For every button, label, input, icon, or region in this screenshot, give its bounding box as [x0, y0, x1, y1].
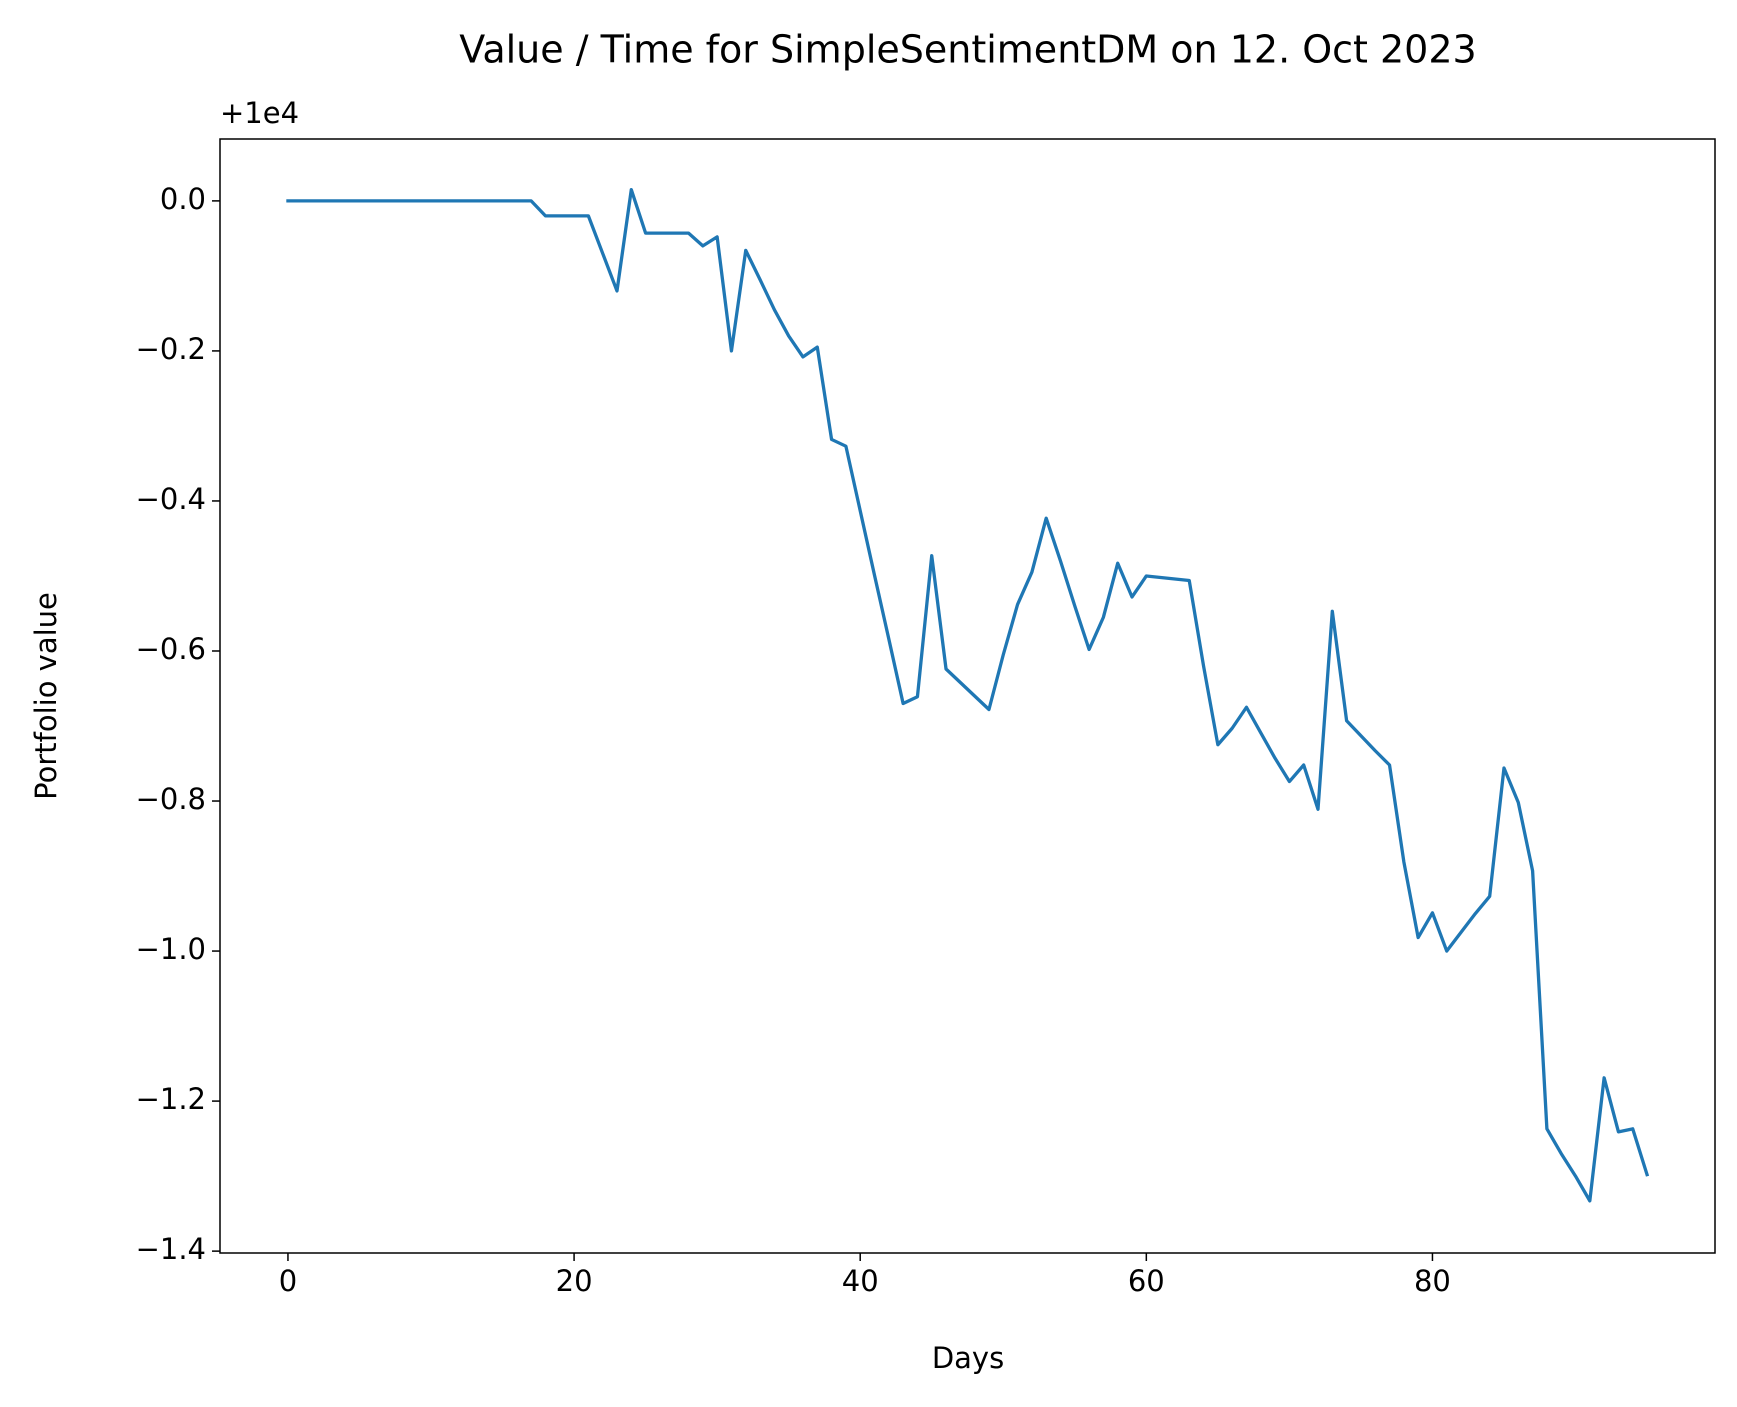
x-tick-label: 60 — [1128, 1264, 1165, 1298]
x-tick-label: 20 — [556, 1264, 593, 1298]
y-tick-label: −0.2 — [136, 332, 206, 366]
x-tick-label: 0 — [279, 1264, 297, 1298]
y-tick-label: −0.8 — [136, 782, 206, 816]
x-tick-label: 40 — [842, 1264, 879, 1298]
plot-frame — [219, 138, 1716, 1254]
chart-title: Value / Time for SimpleSentimentDM on 12… — [459, 28, 1476, 72]
y-tick-label: −1.4 — [136, 1232, 206, 1266]
y-tick-label: −0.6 — [136, 632, 206, 666]
x-axis-label: Days — [932, 1341, 1004, 1375]
data-line — [286, 187, 1650, 1203]
x-tick-label: 80 — [1414, 1264, 1451, 1298]
y-tick-label: −1.2 — [136, 1082, 206, 1116]
y-tick-label: −0.4 — [136, 482, 206, 516]
y-axis-label: Portfolio value — [29, 592, 63, 800]
y-tick-label: 0.0 — [160, 182, 206, 216]
y-tick-label: −1.0 — [136, 932, 206, 966]
y-offset-label: +1e4 — [220, 96, 299, 130]
